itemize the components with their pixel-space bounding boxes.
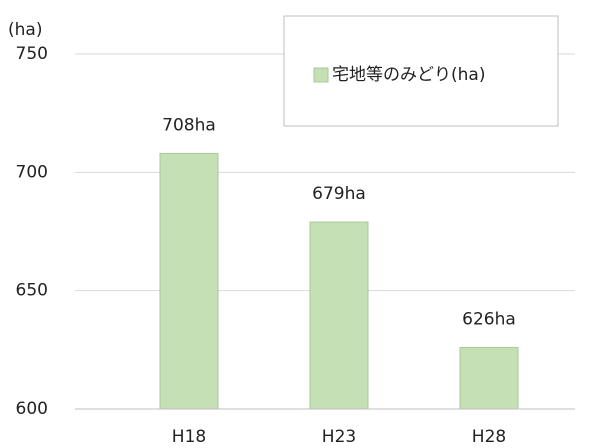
x-tick-label: H18: [172, 427, 206, 447]
bar: [159, 152, 219, 410]
y-tick-label: 600: [16, 399, 48, 419]
x-tick-label: H28: [472, 427, 506, 447]
data-label: 626ha: [462, 309, 516, 329]
bar: [309, 221, 369, 410]
bar: [459, 346, 519, 410]
y-axis-label: (ha): [8, 20, 42, 40]
data-label: 708ha: [162, 115, 216, 135]
data-label: 679ha: [312, 184, 366, 204]
y-tick-label: 700: [16, 162, 48, 182]
x-tick-label: H23: [322, 427, 356, 447]
legend-box: [283, 15, 559, 127]
legend-swatch: [313, 67, 329, 83]
y-tick-label: 650: [16, 281, 48, 301]
legend-label: 宅地等のみどり(ha): [332, 65, 485, 85]
y-tick-label: 750: [16, 44, 48, 64]
